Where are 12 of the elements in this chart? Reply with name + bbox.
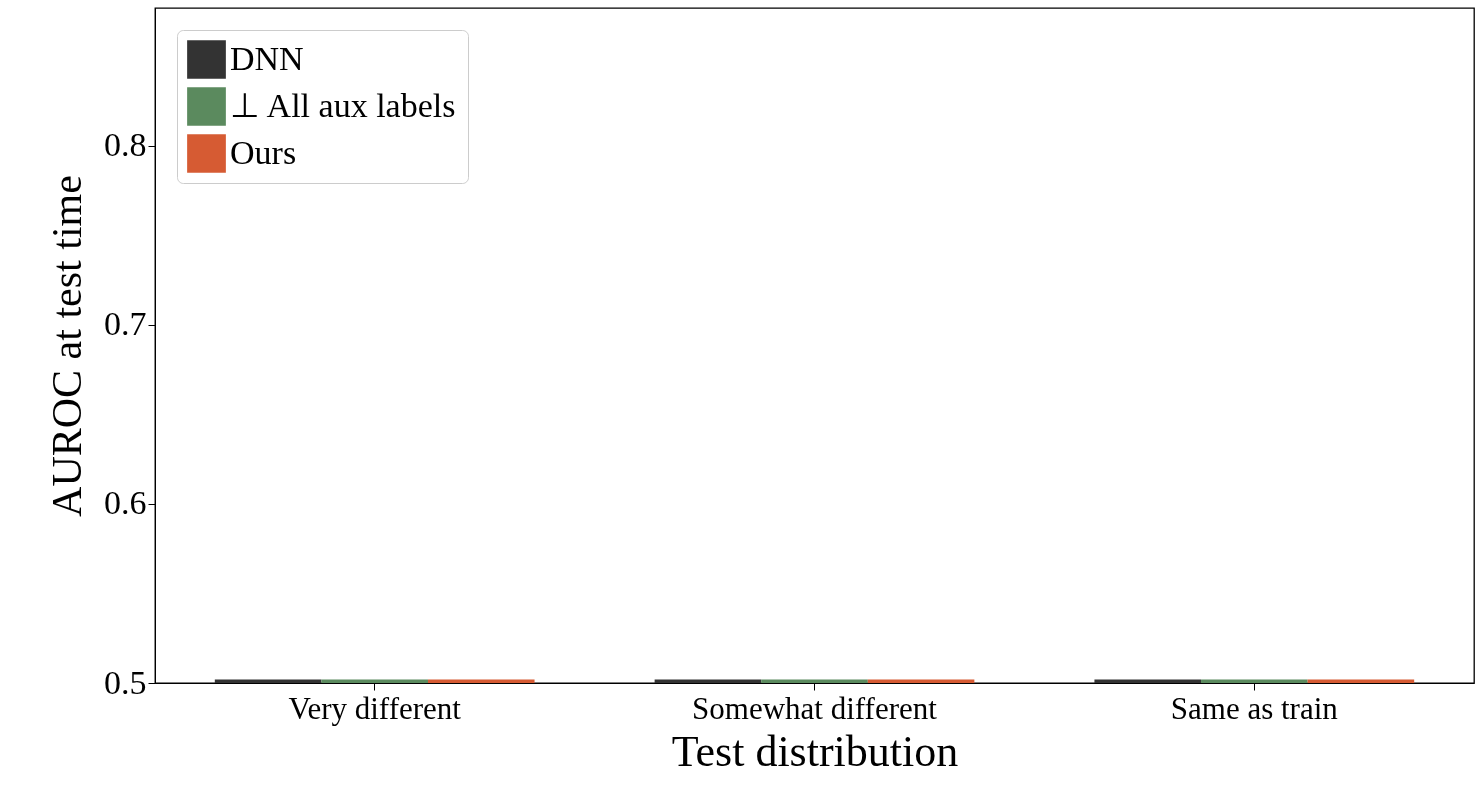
legend-label: Ours [230, 133, 297, 171]
x-tick-label: Very different [288, 690, 462, 726]
x-axis-title: Test distribution [671, 726, 959, 776]
legend-label: ⊥ All aux labels [230, 86, 456, 124]
x-tick-label: Same as train [1170, 690, 1339, 726]
x-tick-label: Somewhat different [692, 690, 938, 726]
y-tick-label: 0.8 [104, 126, 147, 164]
y-tick-label: 0.5 [104, 663, 147, 701]
y-tick-label: 0.6 [104, 484, 147, 522]
y-axis-title: AUROC at test time [44, 175, 90, 517]
legend-label: DNN [230, 39, 304, 77]
y-tick-label: 0.7 [104, 305, 147, 343]
